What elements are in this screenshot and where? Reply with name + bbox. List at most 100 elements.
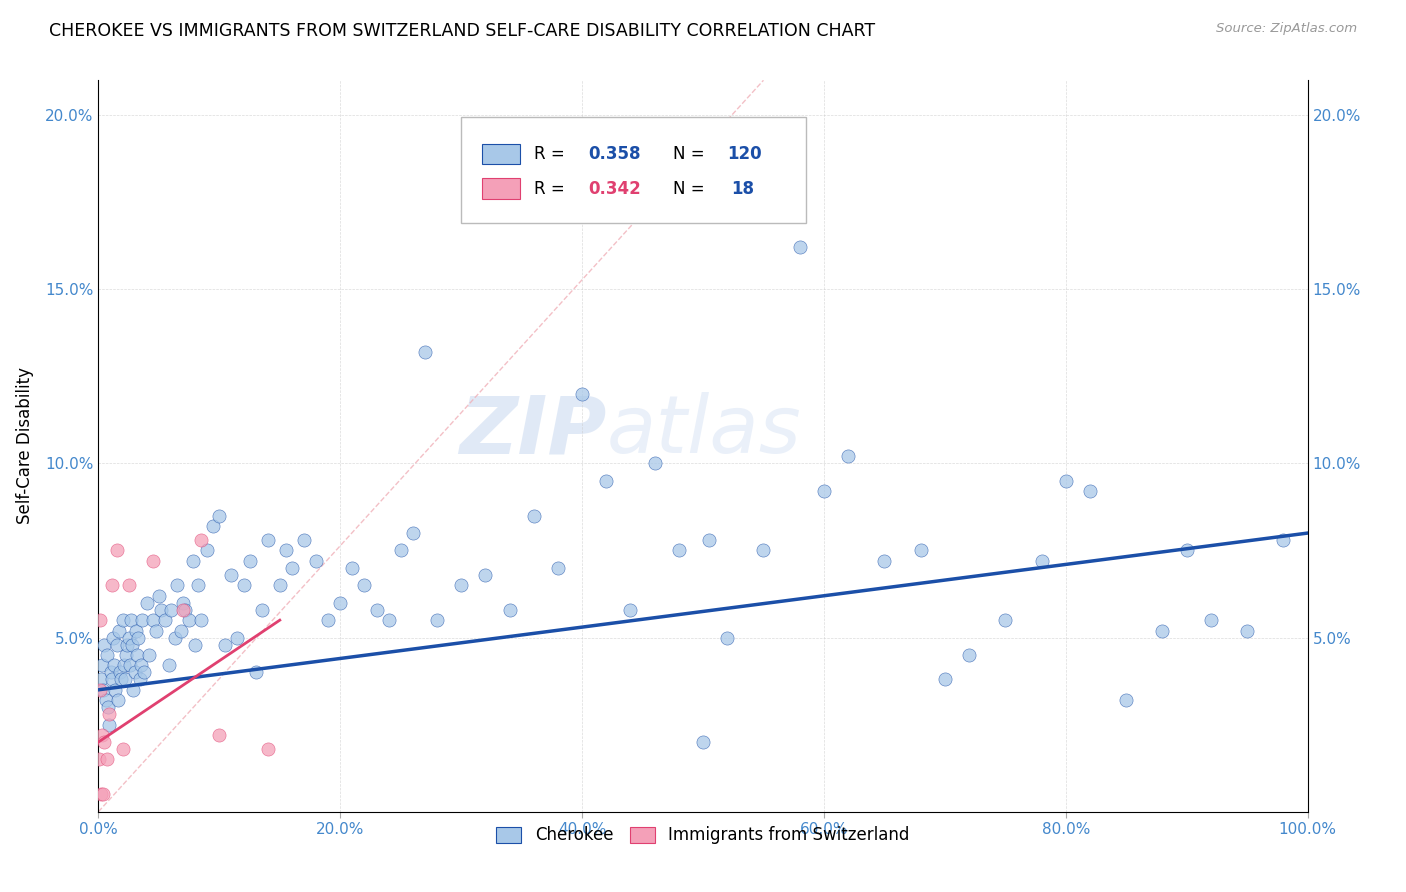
Point	[450, 578, 472, 592]
Point	[1175, 543, 1198, 558]
Point	[305, 554, 328, 568]
Point	[190, 533, 212, 547]
Point	[1078, 484, 1101, 499]
Point	[91, 658, 114, 673]
Point	[498, 603, 520, 617]
Point	[716, 631, 738, 645]
Point	[195, 543, 218, 558]
Point	[232, 578, 254, 592]
Point	[752, 543, 775, 558]
Point	[115, 648, 138, 662]
Point	[98, 707, 121, 722]
Text: ZIP: ZIP	[458, 392, 606, 470]
Point	[107, 693, 129, 707]
Point	[281, 561, 304, 575]
Point	[166, 578, 188, 592]
Point	[105, 638, 128, 652]
Point	[90, 673, 112, 687]
Point	[837, 450, 859, 464]
Point	[91, 787, 114, 801]
Point	[1236, 624, 1258, 638]
Point	[104, 682, 127, 697]
Point	[120, 613, 142, 627]
Point	[93, 638, 115, 652]
Point	[190, 613, 212, 627]
Text: Source: ZipAtlas.com: Source: ZipAtlas.com	[1216, 22, 1357, 36]
Point	[181, 554, 204, 568]
Point	[994, 613, 1017, 627]
Point	[129, 658, 152, 673]
Point	[112, 658, 135, 673]
Point	[402, 526, 425, 541]
Point	[96, 648, 118, 662]
Point	[100, 578, 122, 592]
Point	[389, 543, 412, 558]
Point	[245, 665, 267, 680]
Point	[934, 673, 956, 687]
Point	[316, 613, 339, 627]
Point	[93, 735, 115, 749]
Point	[269, 578, 291, 592]
Point	[122, 682, 145, 697]
Point	[87, 752, 110, 766]
Point	[571, 386, 593, 401]
Text: R =: R =	[534, 145, 569, 163]
Point	[111, 613, 134, 627]
Point	[184, 638, 207, 652]
Point	[1199, 613, 1222, 627]
Point	[127, 648, 149, 662]
Point	[103, 658, 125, 673]
Point	[148, 589, 170, 603]
Point	[426, 613, 449, 627]
Point	[138, 648, 160, 662]
Y-axis label: Self-Care Disability: Self-Care Disability	[15, 368, 34, 524]
Point	[692, 735, 714, 749]
Point	[668, 543, 690, 558]
FancyBboxPatch shape	[461, 117, 806, 223]
Text: 120: 120	[727, 145, 762, 163]
Point	[619, 603, 641, 617]
Point	[208, 508, 231, 523]
Point	[1054, 474, 1077, 488]
Point	[89, 682, 111, 697]
Point	[697, 533, 720, 547]
Point	[342, 561, 364, 575]
Point	[118, 578, 141, 592]
Point	[101, 631, 124, 645]
Point	[91, 728, 114, 742]
Text: 0.358: 0.358	[588, 145, 641, 163]
Bar	[482, 178, 520, 199]
Point	[100, 665, 122, 680]
Point	[813, 484, 835, 499]
Point	[474, 567, 496, 582]
Point	[90, 787, 112, 801]
Point	[1115, 693, 1137, 707]
Point	[1152, 624, 1174, 638]
Point	[124, 665, 146, 680]
Text: N =: N =	[672, 145, 710, 163]
Point	[174, 603, 197, 617]
Point	[179, 613, 201, 627]
Point	[125, 624, 148, 638]
Point	[169, 624, 191, 638]
Text: N =: N =	[672, 179, 710, 197]
Point	[789, 240, 811, 254]
Point	[135, 596, 157, 610]
Point	[595, 474, 617, 488]
Point	[202, 519, 225, 533]
Point	[163, 631, 186, 645]
Point	[117, 638, 139, 652]
Point	[329, 596, 352, 610]
Point	[523, 508, 546, 523]
Point	[292, 533, 315, 547]
Point	[226, 631, 249, 645]
Point	[957, 648, 980, 662]
Point	[100, 673, 122, 687]
Point	[187, 578, 209, 592]
Point	[873, 554, 896, 568]
Point	[142, 613, 165, 627]
Point	[172, 603, 194, 617]
Point	[1031, 554, 1053, 568]
Point	[208, 728, 231, 742]
Point	[128, 673, 150, 687]
